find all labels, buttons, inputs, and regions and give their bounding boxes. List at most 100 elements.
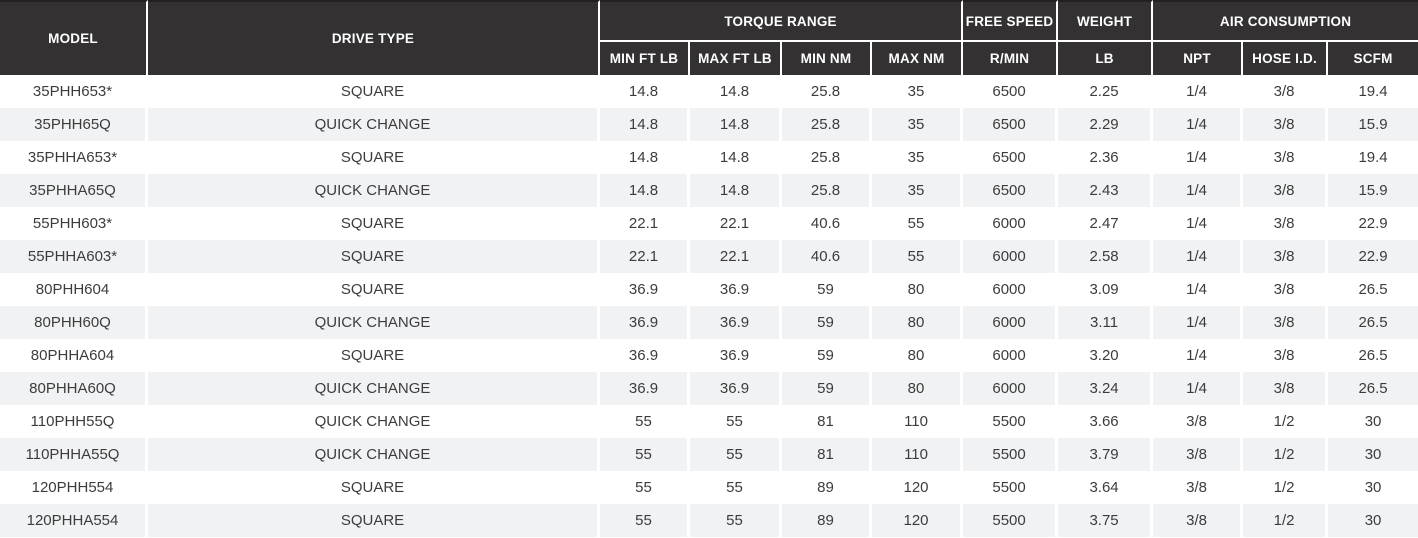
max-ft-lb-cell: 36.9	[690, 306, 782, 339]
header-sub-row: MIN FT LB MAX FT LB MIN NM MAX NM R/MIN …	[0, 42, 1418, 75]
min-nm-cell: 81	[782, 438, 872, 471]
lb-cell: 2.25	[1058, 75, 1154, 108]
min-nm-cell: 25.8	[782, 174, 872, 207]
hose-id-cell: 3/8	[1243, 339, 1329, 372]
lb-cell: 2.36	[1058, 141, 1154, 174]
max-ft-lb-cell: 14.8	[690, 174, 782, 207]
table-row: 120PHH554 SQUARE 55 55 89 120 5500 3.64 …	[0, 471, 1418, 504]
drive-type-cell: SQUARE	[148, 75, 600, 108]
max-ft-lb-cell: 36.9	[690, 339, 782, 372]
npt-cell: 1/4	[1153, 240, 1244, 273]
table-row: 55PHH603* SQUARE 22.1 22.1 40.6 55 6000 …	[0, 207, 1418, 240]
table-row: 35PHH653* SQUARE 14.8 14.8 25.8 35 6500 …	[0, 75, 1418, 108]
max-nm-cell: 55	[872, 240, 964, 273]
table-row: 35PHH65Q QUICK CHANGE 14.8 14.8 25.8 35 …	[0, 108, 1418, 141]
npt-cell: 3/8	[1153, 438, 1244, 471]
model-cell: 110PHHA55Q	[0, 438, 148, 471]
npt-cell: 1/4	[1153, 339, 1244, 372]
rmin-cell: 6500	[963, 141, 1059, 174]
hose-id-cell: 3/8	[1243, 306, 1329, 339]
rmin-cell: 6000	[963, 273, 1059, 306]
min-ft-lb-cell: 14.8	[600, 174, 690, 207]
col-group-air-consumption: AIR CONSUMPTION	[1153, 0, 1418, 42]
table-row: 80PHHA604 SQUARE 36.9 36.9 59 80 6000 3.…	[0, 339, 1418, 372]
max-ft-lb-cell: 14.8	[690, 141, 782, 174]
lb-cell: 3.11	[1058, 306, 1154, 339]
min-nm-cell: 59	[782, 372, 872, 405]
max-ft-lb-cell: 22.1	[690, 207, 782, 240]
rmin-cell: 6000	[963, 240, 1059, 273]
table-row: 110PHHA55Q QUICK CHANGE 55 55 81 110 550…	[0, 438, 1418, 471]
lb-cell: 3.24	[1058, 372, 1154, 405]
rmin-cell: 5500	[963, 405, 1059, 438]
rmin-cell: 5500	[963, 504, 1059, 537]
hose-id-cell: 1/2	[1243, 504, 1329, 537]
max-nm-cell: 55	[872, 207, 964, 240]
model-cell: 35PHH65Q	[0, 108, 148, 141]
max-ft-lb-cell: 14.8	[690, 108, 782, 141]
lb-cell: 2.43	[1058, 174, 1154, 207]
min-ft-lb-cell: 14.8	[600, 75, 690, 108]
drive-type-cell: QUICK CHANGE	[148, 372, 600, 405]
npt-cell: 1/4	[1153, 174, 1244, 207]
hose-id-cell: 3/8	[1243, 141, 1329, 174]
lb-cell: 3.75	[1058, 504, 1154, 537]
min-ft-lb-cell: 14.8	[600, 141, 690, 174]
min-nm-cell: 25.8	[782, 75, 872, 108]
rmin-cell: 6500	[963, 174, 1059, 207]
lb-cell: 2.58	[1058, 240, 1154, 273]
rmin-cell: 5500	[963, 471, 1059, 504]
model-cell: 110PHH55Q	[0, 405, 148, 438]
rmin-cell: 6000	[963, 207, 1059, 240]
npt-cell: 1/4	[1153, 141, 1244, 174]
model-cell: 55PHH603*	[0, 207, 148, 240]
table-row: 35PHHA65Q QUICK CHANGE 14.8 14.8 25.8 35…	[0, 174, 1418, 207]
header-group-row: MODEL DRIVE TYPE TORQUE RANGE FREE SPEED…	[0, 0, 1418, 75]
subheader-max-nm: MAX NM	[872, 42, 964, 75]
lb-cell: 3.66	[1058, 405, 1154, 438]
scfm-cell: 22.9	[1358, 215, 1388, 232]
model-cell: 35PHHA653*	[0, 141, 148, 174]
max-nm-cell: 35	[872, 141, 964, 174]
scfm-cell: 30	[1364, 413, 1382, 430]
subheader-lb: LB	[1058, 42, 1154, 75]
drive-type-cell: QUICK CHANGE	[148, 108, 600, 141]
npt-cell: 1/4	[1153, 273, 1244, 306]
rmin-cell: 6000	[963, 306, 1059, 339]
npt-cell: 3/8	[1153, 471, 1244, 504]
scfm-cell: 30	[1364, 479, 1382, 496]
max-nm-cell: 80	[872, 306, 964, 339]
table-body: 35PHH653* SQUARE 14.8 14.8 25.8 35 6500 …	[0, 75, 1418, 537]
min-ft-lb-cell: 36.9	[600, 372, 690, 405]
table-row: 80PHHA60Q QUICK CHANGE 36.9 36.9 59 80 6…	[0, 372, 1418, 405]
scfm-cell: 22.9	[1358, 248, 1388, 265]
col-group-free-speed: FREE SPEED	[963, 0, 1059, 42]
min-nm-cell: 25.8	[782, 141, 872, 174]
lb-cell: 2.29	[1058, 108, 1154, 141]
npt-cell: 1/4	[1153, 372, 1244, 405]
max-ft-lb-cell: 55	[690, 438, 782, 471]
col-group-torque-range: TORQUE RANGE	[600, 0, 964, 42]
subheader-hose-id: HOSE I.D.	[1243, 42, 1329, 75]
model-cell: 80PHH604	[0, 273, 148, 306]
drive-type-cell: QUICK CHANGE	[148, 306, 600, 339]
scfm-cell: 15.9	[1358, 116, 1388, 133]
max-ft-lb-cell: 36.9	[690, 372, 782, 405]
table-row: 35PHHA653* SQUARE 14.8 14.8 25.8 35 6500…	[0, 141, 1418, 174]
max-nm-cell: 80	[872, 273, 964, 306]
min-nm-cell: 59	[782, 273, 872, 306]
min-nm-cell: 25.8	[782, 108, 872, 141]
max-ft-lb-cell: 55	[690, 405, 782, 438]
rmin-cell: 6000	[963, 339, 1059, 372]
min-nm-cell: 59	[782, 339, 872, 372]
hose-id-cell: 1/2	[1243, 405, 1329, 438]
npt-cell: 3/8	[1153, 504, 1244, 537]
min-nm-cell: 59	[782, 306, 872, 339]
table-header: MODEL DRIVE TYPE TORQUE RANGE FREE SPEED…	[0, 0, 1418, 75]
hose-id-cell: 3/8	[1243, 372, 1329, 405]
lb-cell: 2.47	[1058, 207, 1154, 240]
table-row: 120PHHA554 SQUARE 55 55 89 120 5500 3.75…	[0, 504, 1418, 537]
min-ft-lb-cell: 55	[600, 504, 690, 537]
model-cell: 80PHH60Q	[0, 306, 148, 339]
max-nm-cell: 120	[872, 504, 964, 537]
